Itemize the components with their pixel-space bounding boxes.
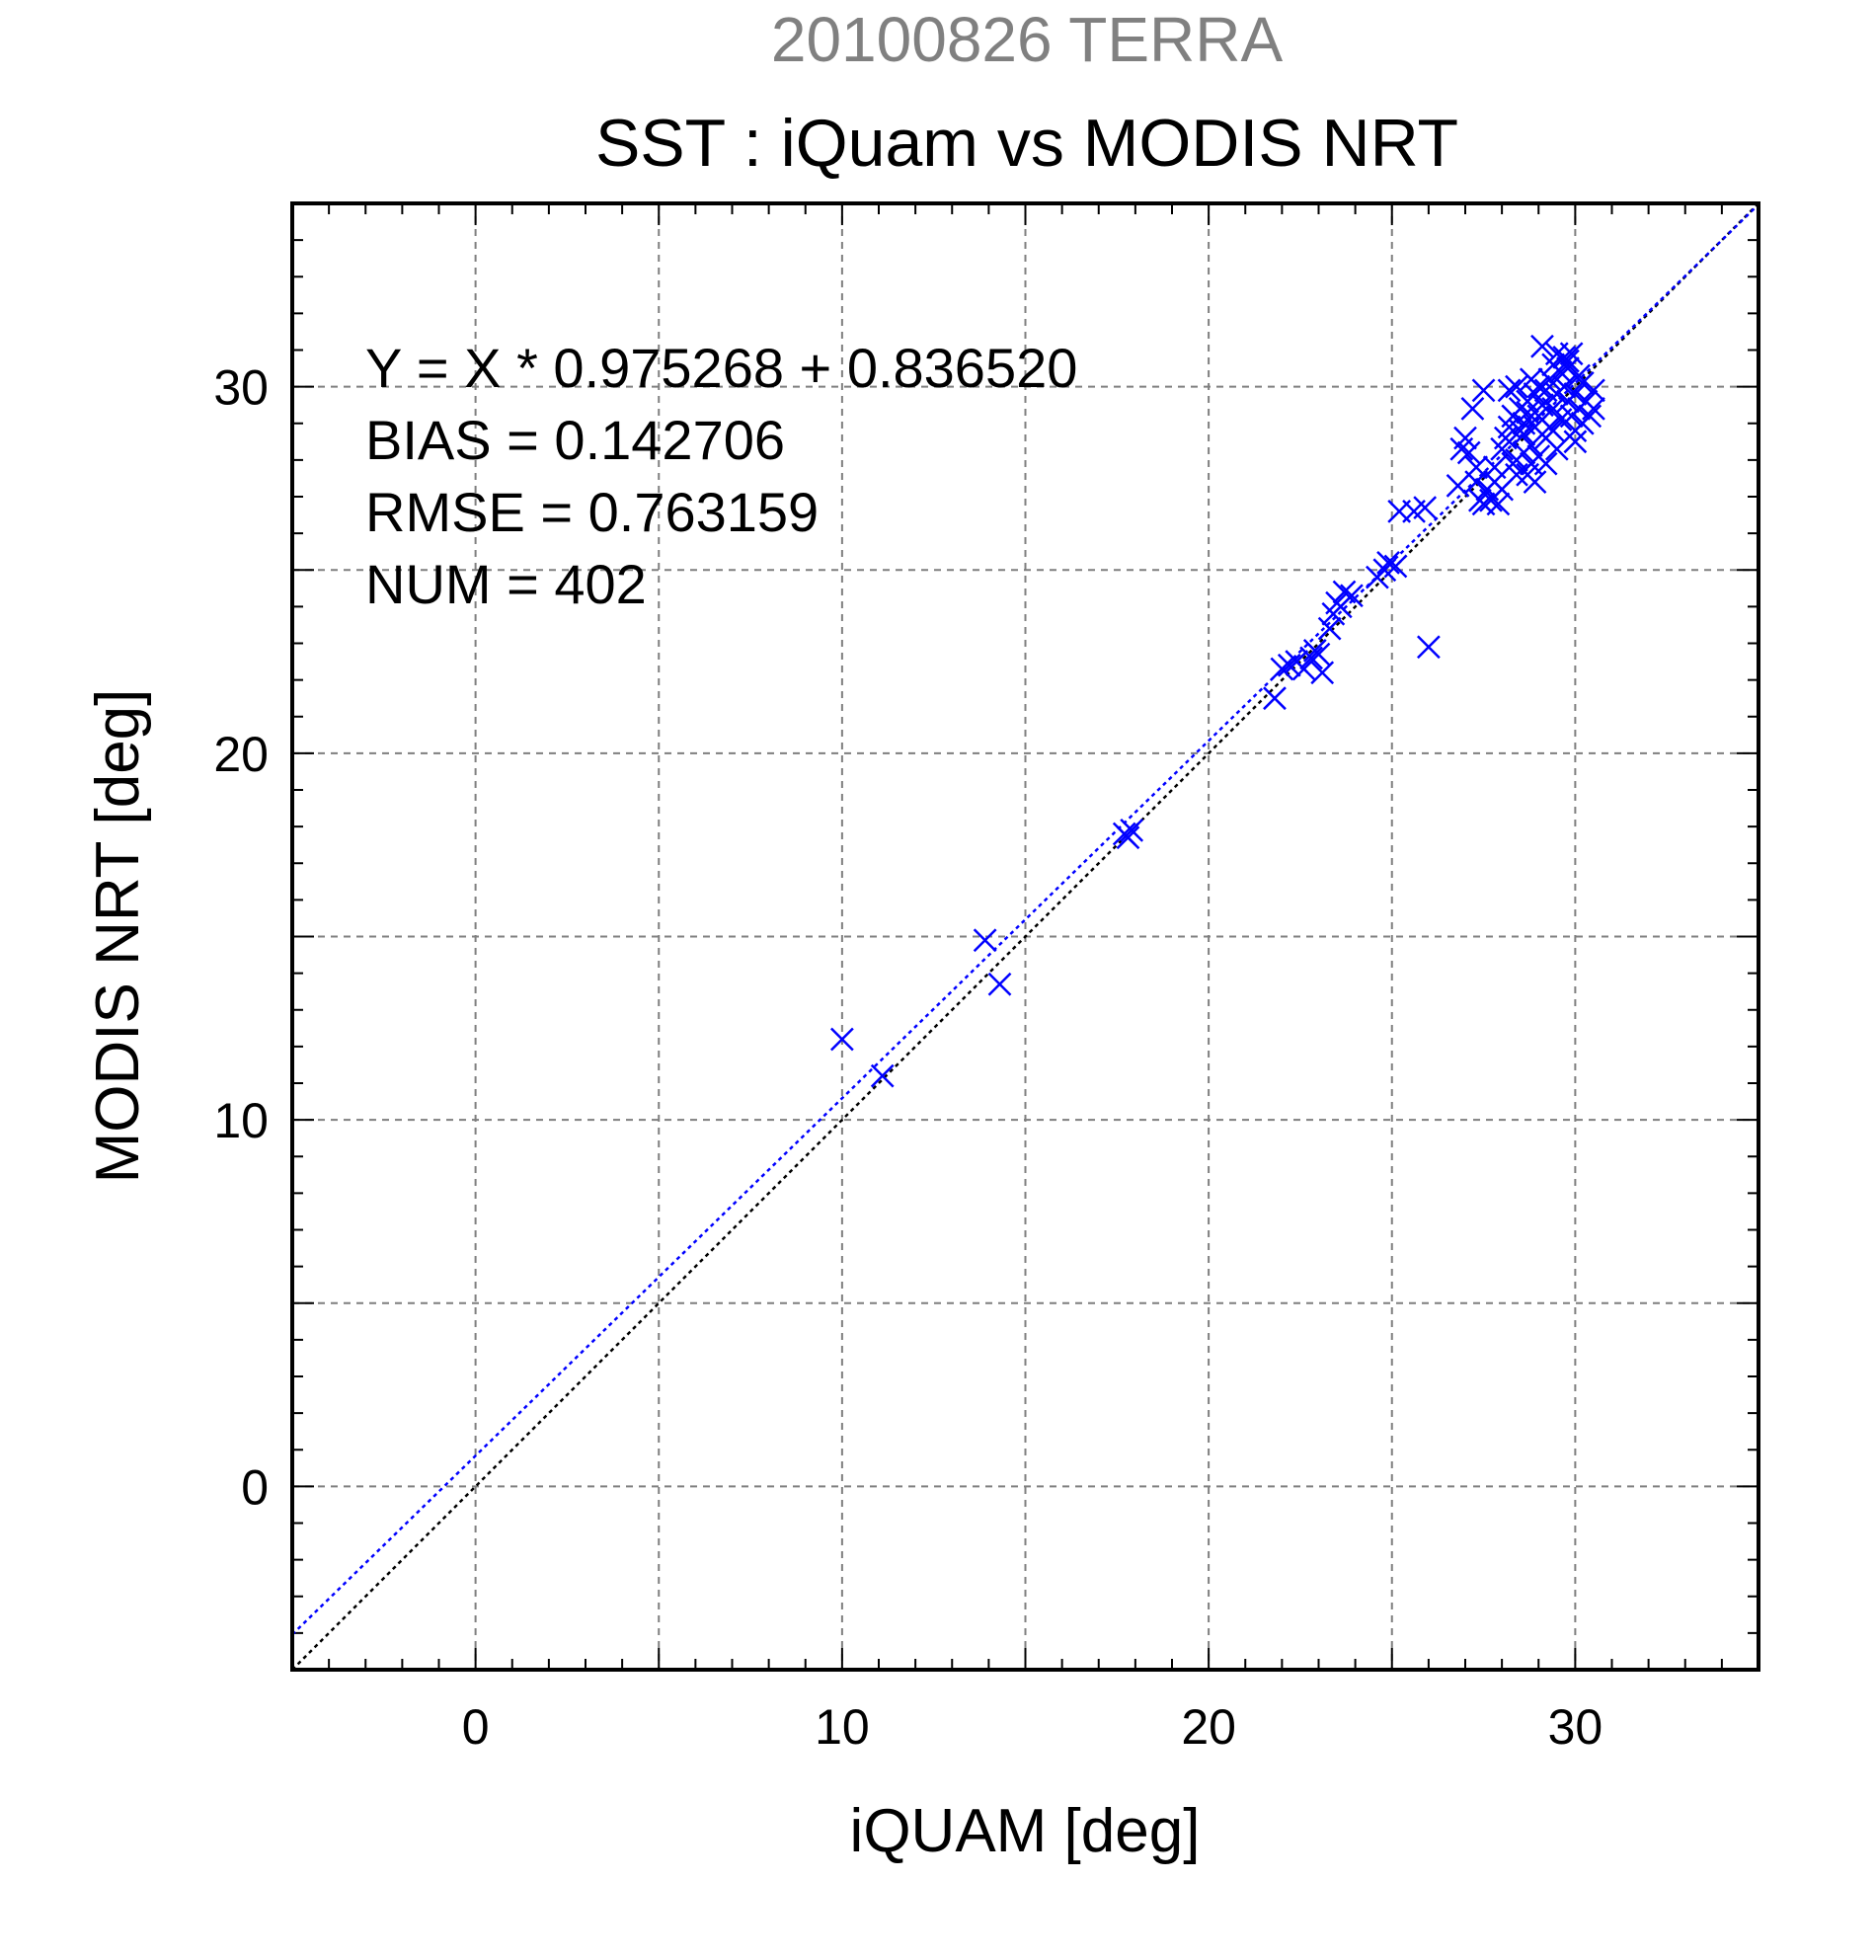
y-tick-label: 10 bbox=[213, 1093, 269, 1148]
y-tick-labels: 0 10 20 30 bbox=[213, 360, 269, 1516]
data-point bbox=[1460, 397, 1485, 421]
data-point bbox=[1530, 334, 1554, 358]
data-point bbox=[1446, 473, 1470, 498]
data-point bbox=[1544, 436, 1569, 461]
data-point bbox=[1523, 470, 1547, 495]
data-point bbox=[1277, 653, 1301, 677]
x-tick-label: 0 bbox=[462, 1699, 490, 1755]
data-point bbox=[1516, 400, 1539, 425]
data-point bbox=[1512, 423, 1536, 446]
data-point bbox=[973, 928, 997, 953]
data-point bbox=[1541, 397, 1565, 421]
data-point bbox=[1490, 477, 1515, 502]
data-point bbox=[1519, 433, 1543, 457]
data-point bbox=[1383, 554, 1408, 579]
data-point bbox=[987, 972, 1012, 996]
data-point bbox=[1548, 359, 1573, 384]
data-point bbox=[1582, 397, 1605, 421]
data-point bbox=[1552, 374, 1577, 399]
data-point bbox=[1299, 646, 1323, 670]
data-point bbox=[1497, 378, 1522, 403]
data-point bbox=[1482, 455, 1507, 480]
data-point bbox=[1563, 382, 1588, 406]
data-point bbox=[1270, 657, 1294, 681]
data-point bbox=[1519, 451, 1543, 476]
plot-frame bbox=[290, 201, 1760, 1672]
data-point bbox=[1306, 642, 1331, 666]
data-point bbox=[1541, 419, 1565, 443]
data-point bbox=[1505, 374, 1528, 399]
data-point bbox=[1486, 492, 1511, 516]
x-axis-label: iQUAM [deg] bbox=[850, 1797, 1201, 1865]
rmse-stat: RMSE = 0.763159 bbox=[365, 481, 819, 543]
y-tick-label: 20 bbox=[213, 727, 269, 782]
data-point bbox=[1471, 378, 1496, 403]
data-point bbox=[1582, 378, 1605, 403]
x-tick-label: 30 bbox=[1548, 1699, 1603, 1755]
x-tick-label: 20 bbox=[1181, 1699, 1236, 1755]
data-point bbox=[1416, 635, 1441, 660]
data-point bbox=[1120, 818, 1144, 842]
y-tick-label: 30 bbox=[213, 360, 269, 416]
x-tick-labels: 0 10 20 30 bbox=[462, 1699, 1602, 1755]
identity-line bbox=[291, 202, 1759, 1671]
data-point bbox=[1310, 661, 1335, 685]
num-stat: NUM = 402 bbox=[365, 553, 647, 615]
data-point bbox=[1523, 382, 1547, 406]
y-tick-label: 0 bbox=[241, 1459, 269, 1515]
data-point bbox=[1544, 342, 1569, 366]
data-point bbox=[1464, 470, 1489, 495]
data-point bbox=[870, 1063, 895, 1088]
data-point bbox=[1340, 584, 1364, 608]
chart-supertitle: 20100826 TERRA bbox=[771, 4, 1284, 75]
x-tick-label: 10 bbox=[815, 1699, 870, 1755]
data-point bbox=[1263, 686, 1287, 711]
data-point bbox=[1497, 415, 1522, 439]
data-point bbox=[829, 1027, 854, 1052]
data-point bbox=[1578, 404, 1602, 429]
data-point bbox=[1570, 371, 1595, 395]
data-point bbox=[1556, 349, 1580, 373]
data-point bbox=[1563, 430, 1588, 454]
regression-equation: Y = X * 0.975268 + 0.836520 bbox=[365, 337, 1077, 399]
data-point bbox=[1116, 825, 1140, 850]
data-point bbox=[1526, 374, 1551, 399]
bias-stat: BIAS = 0.142706 bbox=[365, 409, 785, 471]
data-point bbox=[1332, 580, 1357, 604]
y-axis-label: MODIS NRT [deg] bbox=[84, 689, 152, 1184]
data-point bbox=[1413, 496, 1438, 520]
data-point bbox=[1456, 440, 1481, 465]
data-point bbox=[1325, 590, 1349, 615]
data-point bbox=[1317, 616, 1342, 641]
data-point bbox=[1453, 426, 1477, 450]
data-points bbox=[829, 334, 1605, 1088]
chart-title: SST : iQuam vs MODIS NRT bbox=[595, 106, 1458, 181]
data-point bbox=[1376, 550, 1400, 575]
